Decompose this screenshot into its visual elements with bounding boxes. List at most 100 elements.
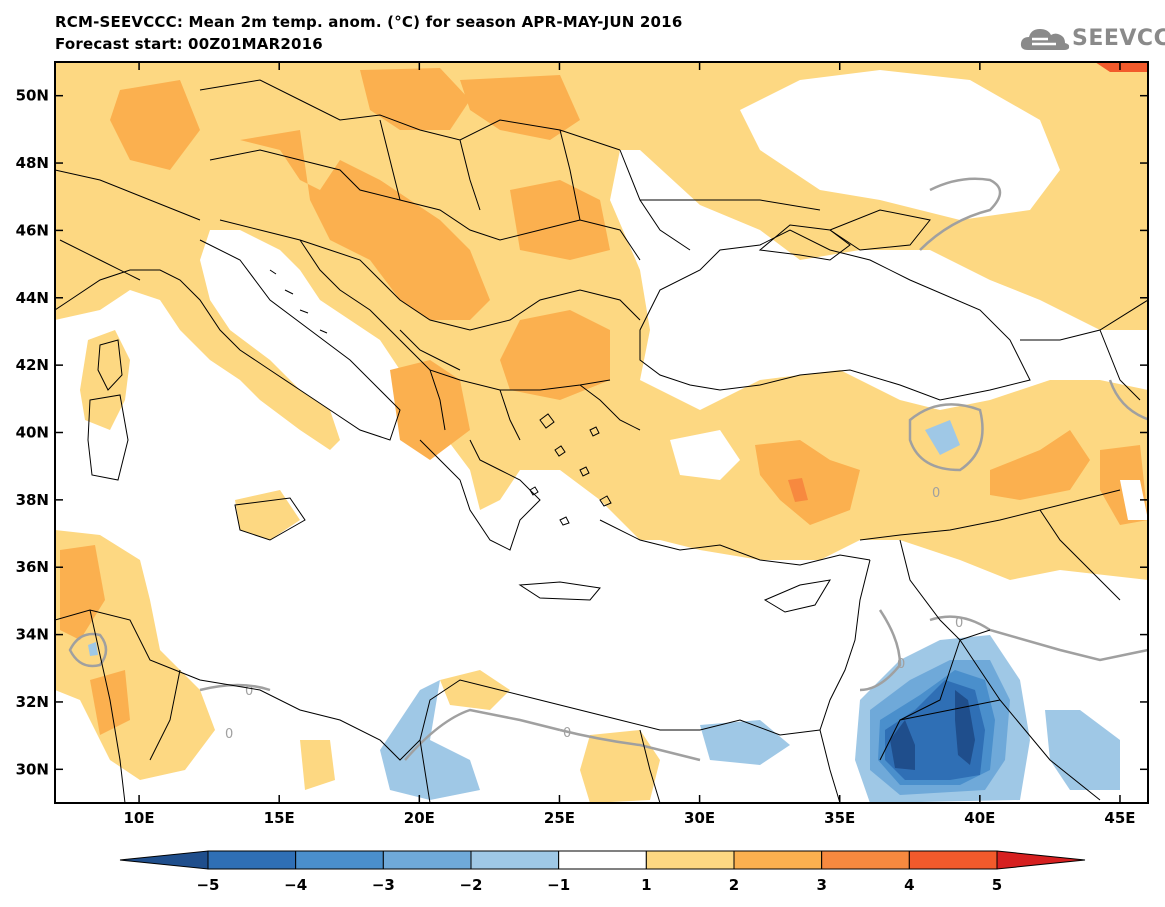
corsica-coast (97, 339, 123, 391)
lat-tick-label: 46N (16, 221, 49, 239)
warm-anomaly-core (60, 545, 105, 640)
warm-anomaly-core (240, 130, 490, 320)
anatolia-south-coast (599, 519, 871, 566)
colorbar-label: 1 (641, 876, 651, 894)
crimea-coast (758, 224, 851, 261)
sardinia-coast (87, 394, 129, 481)
warm-anomaly-core (390, 360, 470, 460)
warm-anomaly-peak (788, 478, 808, 502)
cool-anomaly-core (890, 720, 915, 770)
contour-label: 0 (245, 684, 253, 699)
warm-anomaly-region (580, 730, 660, 803)
warm-anomaly-core (500, 310, 610, 400)
colorbar-swatch (207, 850, 297, 870)
country-borders (55, 79, 1148, 803)
cyprus-coast (763, 579, 831, 613)
lat-ticks: 50N 48N 46N 44N 42N 40N 38N 36N 34N 32N 30N (16, 87, 1148, 778)
sicily-coast (234, 497, 306, 541)
colorbar-swatch (470, 850, 560, 870)
warm-anomaly-region (80, 330, 130, 430)
colorbar-label: −2 (459, 876, 482, 894)
colorbar-swatch (733, 850, 823, 870)
lat-tick-label: 40N (16, 424, 49, 442)
colorbar-label: 4 (904, 876, 914, 894)
zero-contour-labels: 0 0 0 0 0 0 (225, 486, 963, 742)
black-sea-coast (639, 229, 1031, 401)
warm-anomaly-peak (1095, 62, 1148, 72)
colorbar-swatch (645, 850, 735, 870)
lat-tick-label: 30N (16, 760, 49, 778)
contour-label: 0 (897, 657, 905, 672)
warm-anomaly-core (110, 80, 200, 170)
neutral-region (740, 70, 1060, 220)
colorbar-label: −3 (372, 876, 395, 894)
colorbar-swatch (295, 850, 384, 870)
colorbar-swatch (558, 850, 647, 870)
cool-anomaly-region (1045, 710, 1120, 790)
cloud-icon (1020, 29, 1070, 50)
greece-coast (419, 439, 541, 551)
contour-label: 0 (955, 616, 963, 631)
cool-anomaly-region (925, 420, 960, 455)
colorbar-swatch (821, 850, 910, 870)
colorbar-swatch (908, 850, 998, 870)
lat-tick-label: 38N (16, 491, 49, 509)
warm-anomaly-core (990, 430, 1090, 500)
colorbar-label: 5 (992, 876, 1002, 894)
lon-tick-label: 30E (684, 809, 715, 827)
lon-ticks: 10E 15E 20E 25E 30E 35E 40E 45E (124, 62, 1136, 827)
aegean-islands (529, 413, 612, 526)
colorbar-label: 2 (729, 876, 739, 894)
colorbar-min-arrow (119, 850, 209, 870)
cool-anomaly-core (955, 690, 975, 765)
cool-anomaly-region (380, 680, 480, 800)
lat-tick-label: 42N (16, 356, 49, 374)
warm-anomaly-core (360, 68, 470, 130)
colorbar-label: −5 (196, 876, 219, 894)
map-title: RCM-SEEVCCC: Mean 2m temp. anom. (°C) fo… (55, 13, 683, 31)
colorbar-swatch (382, 850, 472, 870)
neutral-region (1120, 480, 1148, 520)
lon-tick-label: 35E (824, 809, 855, 827)
lon-tick-label: 45E (1104, 809, 1135, 827)
lat-tick-label: 34N (16, 626, 49, 644)
colorbar-max-arrow (996, 850, 1086, 870)
warm-anomaly-core (510, 180, 610, 260)
seevccc-logo: SEEVCCC (1018, 22, 1165, 58)
lat-tick-label: 36N (16, 558, 49, 576)
colorbar-label: −4 (284, 876, 307, 894)
neutral-region (670, 430, 740, 480)
colorbar: −5 −4 −3 −2 −1 1 2 3 4 5 (119, 850, 1086, 894)
forecast-start: Forecast start: 00Z01MAR2016 (55, 35, 323, 53)
cool-anomaly-region (88, 642, 98, 656)
colorbar-label: 3 (816, 876, 826, 894)
warm-anomaly-region (300, 740, 335, 790)
lon-tick-label: 10E (124, 809, 155, 827)
lon-tick-label: 40E (964, 809, 995, 827)
warm-anomaly-region (440, 670, 510, 710)
lon-tick-label: 20E (404, 809, 435, 827)
warm-anomaly-core (755, 440, 860, 525)
contour-label: 0 (932, 486, 940, 501)
contour-label: 0 (225, 727, 233, 742)
adriatic-islands (269, 269, 328, 334)
lon-tick-label: 15E (264, 809, 295, 827)
lat-tick-label: 32N (16, 693, 49, 711)
lat-tick-label: 50N (16, 87, 49, 105)
contour-label: 0 (563, 726, 571, 741)
logo-text: SEEVCCC (1072, 26, 1165, 51)
warm-anomaly-core (460, 75, 580, 140)
azov-coast (828, 209, 931, 251)
colorbar-label: −1 (547, 876, 570, 894)
coastlines (55, 209, 1031, 761)
cool-anomaly-region (700, 720, 790, 765)
lon-tick-label: 25E (544, 809, 575, 827)
lat-tick-label: 48N (16, 154, 49, 172)
lat-tick-label: 44N (16, 289, 49, 307)
crete-coast (518, 581, 601, 601)
warm-anomaly-region (990, 220, 1148, 330)
levant-coast (819, 559, 871, 731)
anomaly-field: 0 0 0 0 0 0 (55, 62, 1148, 803)
italy-coast (55, 239, 401, 441)
